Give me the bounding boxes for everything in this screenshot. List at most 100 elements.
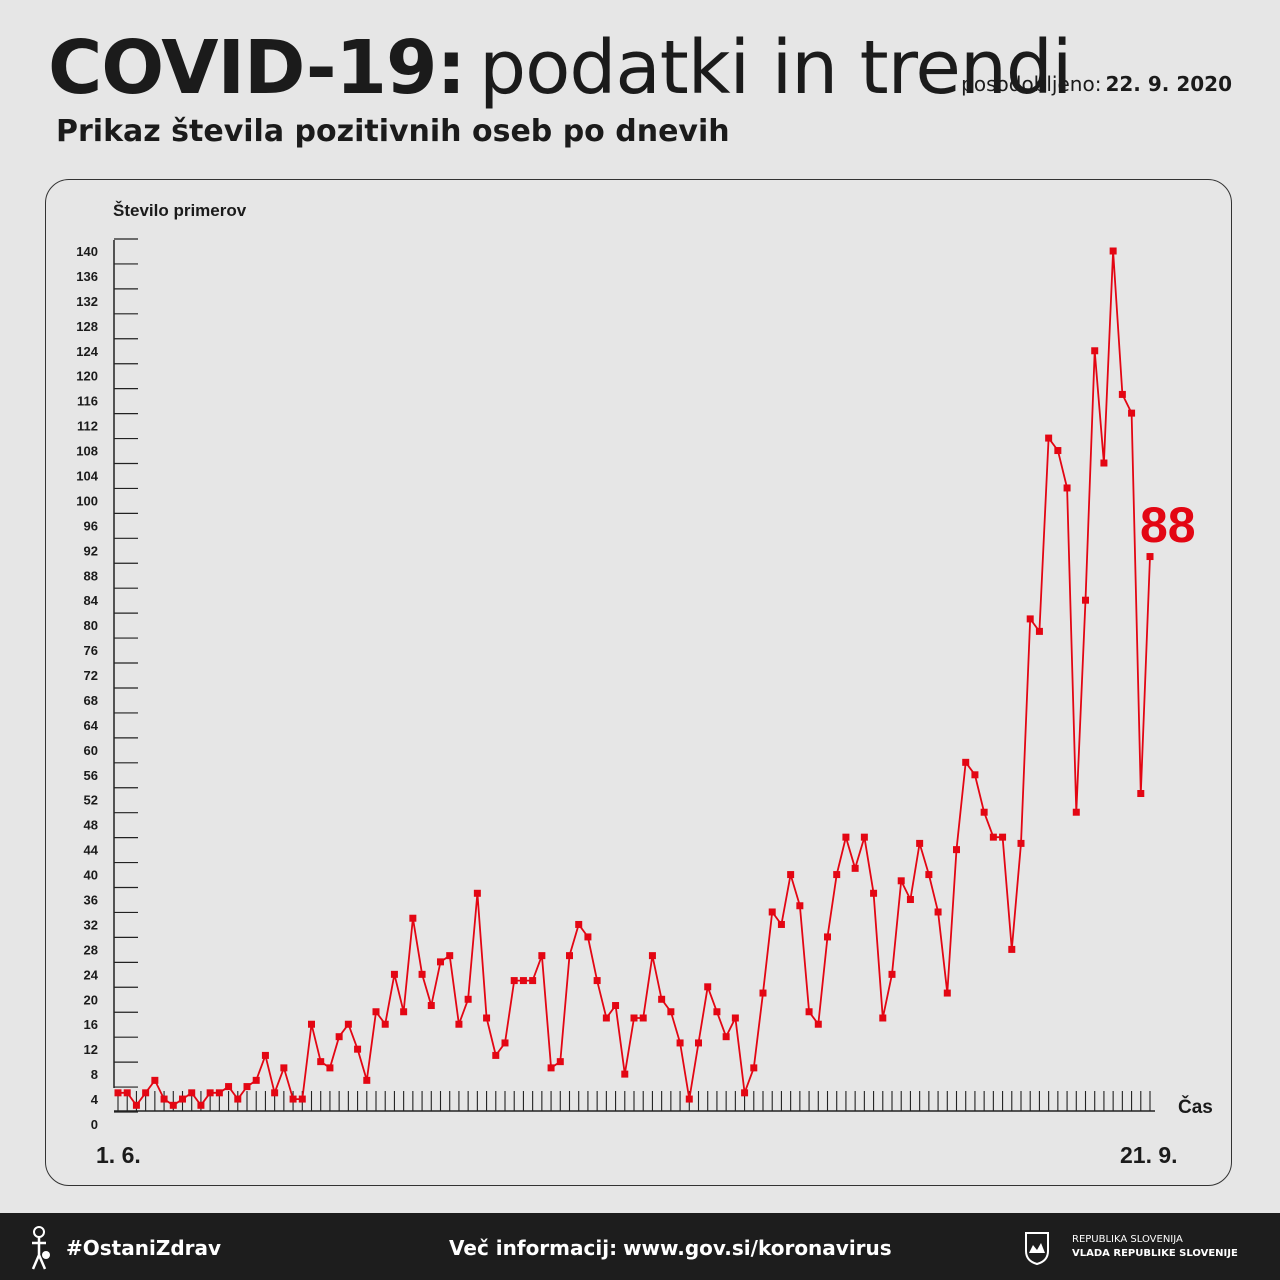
y-tick-label: 24 (84, 967, 99, 982)
data-point (1072, 808, 1080, 816)
data-point (261, 1051, 269, 1059)
updated-date: 22. 9. 2020 (1105, 72, 1232, 96)
x-end-label: 21. 9. (1120, 1142, 1178, 1168)
series-line (118, 250, 1151, 1107)
footer-bar: #OstaniZdrav Več informacij: www.gov.si/k… (0, 1213, 1280, 1280)
y-tick-label: 84 (84, 593, 99, 608)
data-point (989, 833, 997, 841)
data-point (685, 1095, 693, 1103)
data-point (566, 952, 573, 960)
data-point (713, 1008, 721, 1016)
data-point (658, 995, 666, 1003)
data-point (538, 952, 546, 960)
data-point (695, 1039, 702, 1047)
y-tick-label: 16 (84, 1017, 98, 1032)
y-tick-label: 68 (84, 693, 98, 708)
data-point (308, 1020, 315, 1028)
data-point (344, 1020, 352, 1028)
government-label: REPUBLIKA SLOVENIJA VLADA REPUBLIKE SLOV… (1072, 1233, 1238, 1261)
y-tick-label: 136 (76, 269, 98, 284)
data-point (252, 1076, 260, 1084)
y-tick-label: 120 (76, 369, 98, 384)
more-info-link[interactable]: www.gov.si/koronavirus (623, 1236, 892, 1260)
data-point (519, 977, 527, 985)
data-point (206, 1089, 214, 1097)
latest-value-label: 88 (1140, 497, 1196, 553)
data-point (501, 1039, 509, 1047)
y-tick-label: 56 (84, 768, 98, 783)
data-point (1017, 839, 1025, 847)
data-point (179, 1095, 186, 1103)
data-point (446, 952, 454, 960)
y-tick-label: 36 (84, 893, 98, 908)
gov-line-2: VLADA REPUBLIKE SLOVENIJE (1072, 1248, 1238, 1259)
data-point (160, 1095, 168, 1103)
data-point (575, 920, 583, 928)
y-tick-label: 48 (84, 818, 98, 833)
data-point (1091, 347, 1099, 355)
data-point (593, 977, 601, 985)
data-point (704, 983, 712, 991)
slovenia-coat-of-arms-icon (1025, 1232, 1049, 1265)
data-point (483, 1014, 491, 1022)
data-point (1100, 459, 1108, 467)
y-axis-label: Število primerov (113, 201, 247, 220)
data-point (1109, 247, 1117, 255)
data-point (897, 877, 905, 885)
data-point (381, 1020, 389, 1028)
title-covid: COVID-19: (48, 25, 466, 111)
y-tick-label: 88 (84, 568, 98, 583)
data-point (169, 1101, 177, 1109)
y-tick-label: 4 (91, 1092, 99, 1107)
data-point (999, 833, 1007, 841)
y-tick-label: 32 (84, 917, 98, 932)
y-tick-label: 108 (76, 444, 98, 459)
y-tick-label: 140 (76, 244, 98, 259)
data-point (1146, 553, 1154, 561)
data-point (510, 977, 518, 985)
data-point (372, 1008, 380, 1016)
data-point (934, 908, 942, 916)
y-tick-label: 104 (76, 468, 98, 483)
y-tick-label: 128 (76, 319, 98, 334)
data-point (824, 933, 831, 941)
more-info: Več informacij: www.gov.si/koronavirus (449, 1236, 892, 1260)
y-tick-label: 80 (84, 618, 98, 633)
data-point (584, 933, 592, 941)
data-point (1026, 615, 1034, 623)
data-point (860, 833, 868, 841)
y-tick-label: 20 (84, 992, 98, 1007)
y-tick-label: 76 (84, 643, 98, 658)
x-start-label: 1. 6. (96, 1142, 141, 1168)
y-tick-label: 116 (77, 394, 98, 409)
data-point (741, 1089, 749, 1097)
data-point (943, 989, 951, 997)
data-point (612, 1002, 620, 1010)
y-tick-label: 124 (76, 344, 98, 359)
data-point (676, 1039, 684, 1047)
data-point (796, 902, 804, 910)
data-point (354, 1045, 362, 1053)
y-tick-label: 60 (84, 743, 98, 758)
data-point (215, 1089, 223, 1097)
data-point (547, 1064, 555, 1072)
data-point (833, 871, 841, 879)
data-point (1128, 409, 1136, 417)
y-tick-label: 8 (91, 1067, 98, 1082)
y-tick-label: 40 (84, 868, 98, 883)
y-tick-label: 0 (91, 1117, 98, 1132)
data-point (962, 758, 970, 766)
data-point (556, 1058, 564, 1066)
data-point (667, 1008, 675, 1016)
data-point (317, 1058, 325, 1066)
data-point (777, 920, 785, 928)
data-point (529, 977, 537, 985)
data-point (243, 1083, 251, 1091)
data-point (759, 989, 767, 997)
data-point (409, 914, 417, 922)
data-point (197, 1101, 205, 1109)
x-axis-label: Čas (1178, 1096, 1213, 1118)
data-point (805, 1008, 813, 1016)
data-point (142, 1089, 150, 1097)
